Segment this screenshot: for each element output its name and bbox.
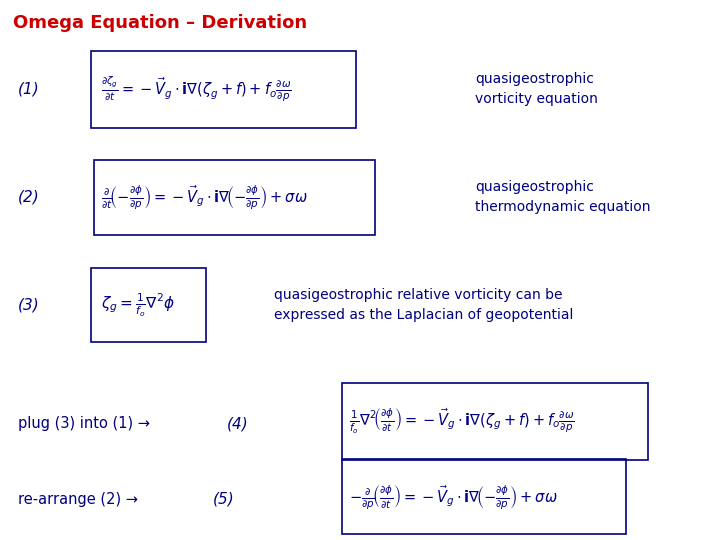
Text: $\frac{\partial}{\partial t}\!\left(-\frac{\partial \phi}{\partial p}\right)= -\: $\frac{\partial}{\partial t}\!\left(-\fr…	[101, 183, 307, 211]
Text: (5): (5)	[212, 492, 234, 507]
Text: re-arrange (2) →: re-arrange (2) →	[18, 492, 138, 507]
Text: quasigeostrophic
vorticity equation: quasigeostrophic vorticity equation	[475, 72, 598, 106]
Text: (1): (1)	[18, 82, 40, 97]
Text: $-\frac{\partial}{\partial p}\!\left(\frac{\partial \phi}{\partial t}\right)= -\: $-\frac{\partial}{\partial p}\!\left(\fr…	[349, 483, 558, 511]
Text: (3): (3)	[18, 298, 40, 313]
Text: plug (3) into (1) →: plug (3) into (1) →	[18, 416, 150, 431]
Text: quasigeostrophic relative vorticity can be
expressed as the Laplacian of geopote: quasigeostrophic relative vorticity can …	[274, 288, 573, 322]
Text: $\zeta_g = \frac{1}{f_o}\nabla^2\phi$: $\zeta_g = \frac{1}{f_o}\nabla^2\phi$	[101, 292, 175, 319]
Text: $\frac{1}{f_o}\nabla^2\!\left(\frac{\partial \phi}{\partial t}\right)= -\vec{V}_: $\frac{1}{f_o}\nabla^2\!\left(\frac{\par…	[349, 407, 575, 436]
Text: quasigeostrophic
thermodynamic equation: quasigeostrophic thermodynamic equation	[475, 180, 651, 214]
Text: $\frac{\partial \zeta_g}{\partial t} = -\vec{V}_g\cdot\mathbf{i}\nabla(\zeta_g +: $\frac{\partial \zeta_g}{\partial t} = -…	[101, 75, 292, 104]
Text: (2): (2)	[18, 190, 40, 205]
Text: Omega Equation – Derivation: Omega Equation – Derivation	[13, 14, 307, 31]
Text: (4): (4)	[227, 416, 248, 431]
